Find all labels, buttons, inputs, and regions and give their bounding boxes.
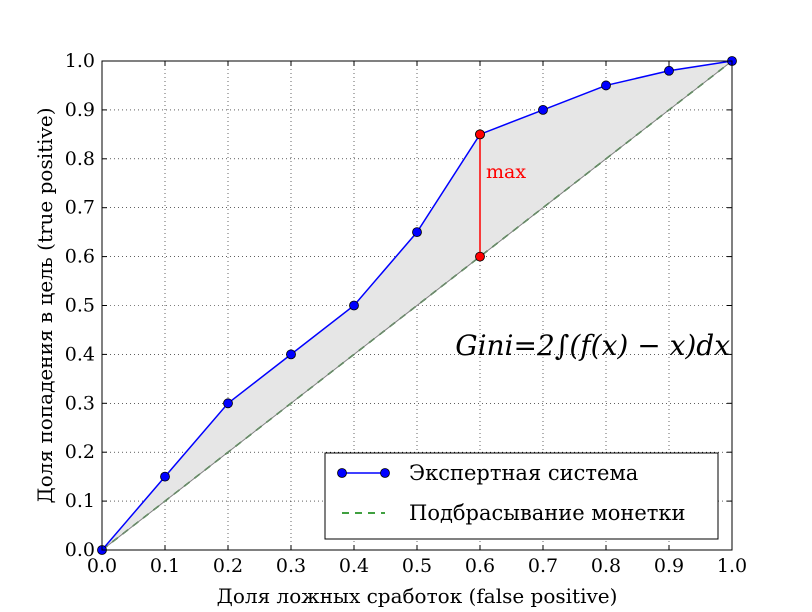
x-tick-label: 0.4 <box>339 555 369 577</box>
data-point-expert <box>349 300 359 311</box>
x-tick-label: 0.1 <box>150 555 180 577</box>
y-tick-label: 0.2 <box>65 441 95 463</box>
legend-expert-label: Экспертная система <box>409 461 638 485</box>
legend-coin-label: Подбрасывание монетки <box>409 501 686 525</box>
y-tick-label: 0.6 <box>65 246 95 268</box>
data-point-expert <box>601 80 611 91</box>
y-tick-label: 0.3 <box>65 392 95 414</box>
series-points-expert <box>97 56 737 555</box>
x-tick-label: 0.8 <box>591 555 621 577</box>
legend-expert-marker <box>380 468 390 478</box>
y-tick-label: 0.8 <box>65 148 95 170</box>
x-tick-label: 0.0 <box>87 555 117 577</box>
data-point-expert <box>664 65 674 76</box>
legend-box <box>324 452 719 540</box>
x-axis-label: Доля ложных сработок (false positive) <box>217 584 618 608</box>
y-tick-label: 0.9 <box>65 99 95 121</box>
plot-frame <box>101 60 733 551</box>
y-tick-label: 0.0 <box>65 539 95 561</box>
y-tick-label: 0.5 <box>65 295 95 317</box>
y-tick-label: 0.7 <box>65 197 95 219</box>
gini-formula: Gini=2∫(f(x) − x)dx <box>455 329 730 362</box>
data-point-expert <box>223 398 233 409</box>
x-tick-label: 1.0 <box>717 555 747 577</box>
x-tick-label: 0.9 <box>654 555 684 577</box>
x-tick-label: 0.7 <box>528 555 558 577</box>
legend-expert-marker <box>337 468 347 478</box>
y-axis-label: Доля попадения в цель (true positive) <box>33 107 57 503</box>
data-point-expert <box>538 105 548 115</box>
data-point-expert <box>412 227 422 238</box>
x-tick-label: 0.6 <box>465 555 495 577</box>
legend: Экспертная система Подбрасывание монетки <box>324 452 719 540</box>
max-point-top <box>475 129 485 140</box>
x-tick-label: 0.5 <box>402 555 432 577</box>
max-annotation: max <box>486 161 526 183</box>
y-tick-labels: 0.0 0.1 0.2 0.3 0.4 0.5 0.6 0.7 0.8 0.9 1.0 <box>65 50 732 561</box>
y-tick-label: 0.4 <box>65 343 95 365</box>
max-point-bottom <box>475 251 485 262</box>
y-tick-label: 0.1 <box>65 490 95 512</box>
series-line-coin-underlay <box>101 60 733 551</box>
data-point-expert <box>160 471 170 482</box>
x-tick-label: 0.3 <box>276 555 306 577</box>
y-tick-label: 1.0 <box>65 50 95 72</box>
x-tick-labels: 0.0 0.1 0.2 0.3 0.4 0.5 0.6 0.7 0.8 0.9 1.0 <box>87 61 747 577</box>
data-point-expert <box>286 349 296 360</box>
x-tick-label: 0.2 <box>213 555 243 577</box>
